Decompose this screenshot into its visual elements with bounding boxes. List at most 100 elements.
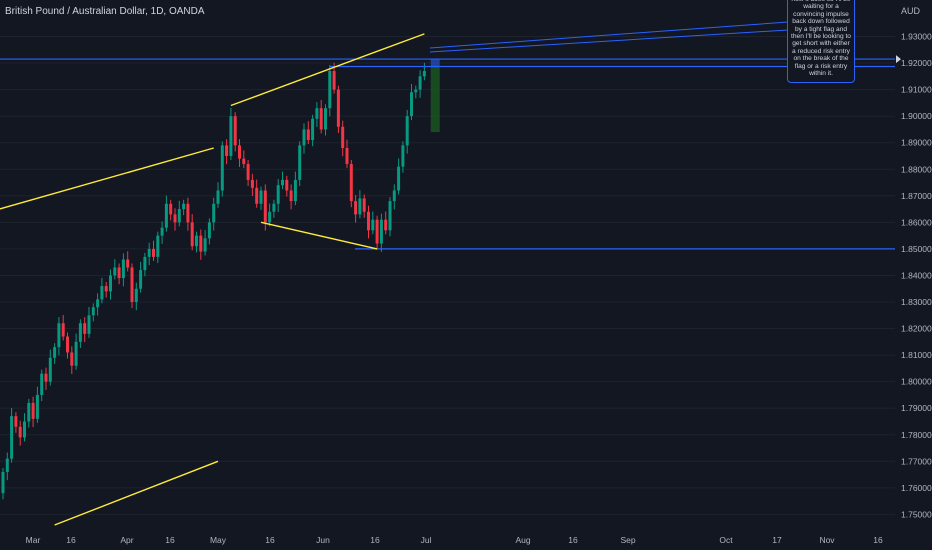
bearish-candle	[61, 323, 65, 337]
bearish-candle	[104, 286, 108, 292]
price-tick-label: 1.77000	[901, 456, 932, 466]
text-annotation-callout[interactable]: now it does so I'll be waiting for a con…	[787, 0, 855, 83]
price-tick-label: 1.87000	[901, 191, 932, 201]
bullish-candle	[293, 179, 297, 202]
bullish-candle	[139, 270, 143, 289]
price-tick-label: 1.84000	[901, 270, 932, 280]
bearish-candle	[83, 323, 87, 334]
bearish-candle	[173, 214, 177, 223]
callout-pointer-upper	[429, 21, 789, 49]
bullish-candle	[207, 222, 211, 239]
bearish-candle	[250, 179, 254, 188]
position-reward-zone	[430, 66, 440, 133]
bullish-candle	[78, 323, 82, 342]
bearish-candle	[70, 352, 74, 366]
price-tick-label: 1.81000	[901, 350, 932, 360]
bullish-candle	[27, 402, 31, 422]
bullish-candle	[121, 259, 125, 279]
time-tick-label: 16	[265, 535, 275, 545]
price-tick-label: 1.79000	[901, 403, 932, 413]
bearish-candle	[126, 259, 130, 268]
bearish-candle	[319, 108, 323, 130]
trendline-lower-wedge	[260, 221, 378, 250]
bullish-candle	[134, 288, 138, 302]
bearish-candle	[336, 89, 340, 127]
price-tick-label: 1.85000	[901, 244, 932, 254]
bearish-candle	[341, 126, 345, 149]
bearish-candle	[345, 148, 349, 164]
bearish-candle	[238, 145, 241, 159]
time-tick-label: Aug	[515, 535, 530, 545]
bullish-candle	[392, 190, 396, 202]
bullish-candle	[143, 256, 147, 271]
bullish-candle	[212, 203, 216, 223]
bearish-candle	[233, 116, 237, 146]
time-tick-label: Nov	[819, 535, 835, 545]
bullish-candle	[259, 190, 263, 204]
bearish-candle	[31, 402, 35, 419]
bullish-candle	[164, 203, 168, 228]
bullish-candle	[281, 179, 284, 186]
bullish-candle	[401, 145, 405, 167]
bearish-candle	[130, 267, 134, 302]
symbol-title: British Pound / Australian Dollar, 1D, O…	[5, 6, 205, 17]
bullish-candle	[379, 219, 383, 244]
bearish-candle	[285, 179, 289, 191]
bullish-candle	[272, 203, 276, 212]
bullish-candle	[96, 299, 100, 308]
bullish-candle	[414, 89, 418, 93]
bearish-candle	[332, 71, 336, 90]
bearish-candle	[242, 158, 246, 164]
time-tick-label: 17	[772, 535, 782, 545]
bearish-candle	[367, 211, 370, 231]
time-tick-label: 16	[66, 535, 76, 545]
bullish-candle	[109, 275, 112, 292]
bearish-candle	[186, 203, 190, 223]
bullish-candle	[182, 203, 186, 210]
bullish-candle	[422, 71, 426, 77]
bullish-candle	[268, 211, 272, 223]
bullish-candle	[10, 416, 14, 459]
trendline-upper-channel-2	[230, 33, 425, 107]
bullish-candle	[147, 248, 151, 257]
bearish-candle	[362, 198, 366, 212]
price-tick-label: 1.82000	[901, 324, 932, 334]
price-tick-label: 1.75000	[901, 509, 932, 519]
bearish-candle	[190, 222, 194, 247]
time-tick-label: Jun	[316, 535, 330, 545]
bullish-candle	[156, 235, 160, 257]
bullish-candle	[1, 471, 5, 494]
bullish-candle	[195, 235, 198, 247]
price-tick-label: 1.76000	[901, 483, 932, 493]
bearish-candle	[349, 163, 353, 202]
bullish-candle	[100, 286, 104, 300]
time-tick-label: 16	[873, 535, 883, 545]
bullish-candle	[57, 323, 61, 348]
bullish-candle	[74, 341, 78, 366]
bearish-candle	[255, 187, 259, 204]
bullish-candle	[397, 166, 401, 191]
bullish-candle	[91, 307, 95, 316]
bearish-candle	[263, 190, 267, 223]
bullish-candle	[48, 357, 52, 382]
bullish-candle	[160, 227, 164, 236]
price-tick-label: 1.89000	[901, 138, 932, 148]
bearish-candle	[14, 416, 18, 427]
currency-unit-label: AUD	[901, 6, 921, 16]
price-tick-label: 1.83000	[901, 297, 932, 307]
price-tick-label: 1.86000	[901, 217, 932, 227]
time-tick-label: Jul	[421, 535, 432, 545]
bearish-candle	[44, 373, 48, 382]
price-tick-label: 1.93000	[901, 32, 932, 42]
bullish-candle	[298, 145, 302, 180]
bullish-candle	[229, 116, 233, 156]
bullish-candle	[358, 198, 362, 215]
price-tick-label: 1.91000	[901, 85, 932, 95]
bearish-candle	[289, 190, 293, 202]
bullish-candle	[177, 209, 181, 223]
time-tick-label: 16	[568, 535, 578, 545]
time-tick-label: 16	[370, 535, 380, 545]
position-risk-zone	[430, 59, 440, 67]
